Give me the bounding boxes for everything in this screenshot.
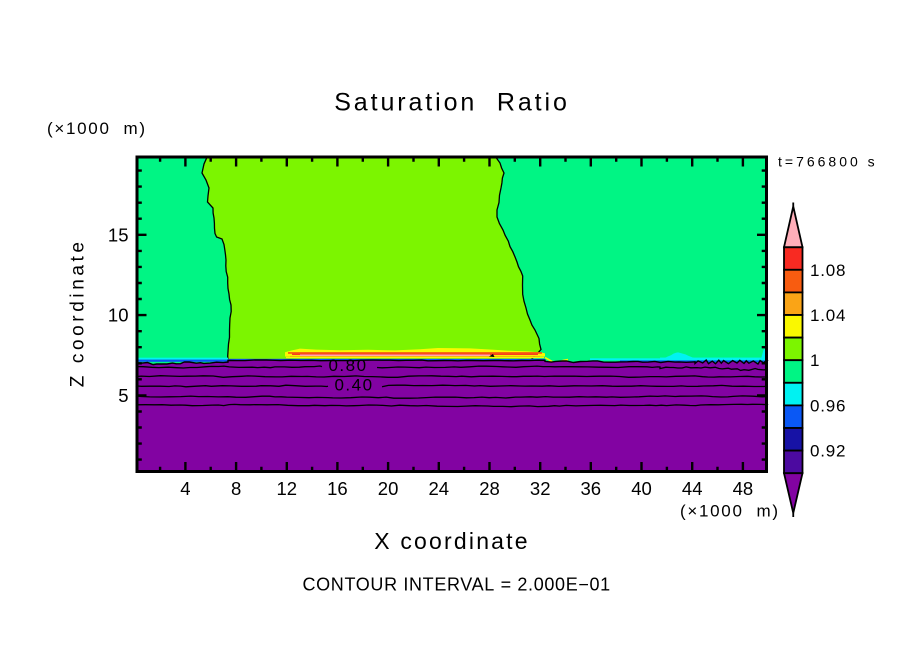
svg-text:Z coordinate: Z coordinate xyxy=(68,238,89,387)
svg-text:10: 10 xyxy=(108,305,129,326)
svg-text:12: 12 xyxy=(277,478,298,499)
svg-text:8: 8 xyxy=(231,478,241,499)
svg-text:16: 16 xyxy=(327,478,348,499)
svg-text:X coordinate: X coordinate xyxy=(374,528,530,554)
svg-text:24: 24 xyxy=(429,478,450,499)
svg-text:28: 28 xyxy=(479,478,500,499)
svg-text:40: 40 xyxy=(631,478,652,499)
svg-text:t=766800 s: t=766800 s xyxy=(778,154,878,170)
svg-text:1.04: 1.04 xyxy=(810,306,846,325)
svg-text:48: 48 xyxy=(733,478,754,499)
svg-text:32: 32 xyxy=(530,478,551,499)
svg-text:36: 36 xyxy=(581,478,602,499)
svg-text:0.40: 0.40 xyxy=(334,375,373,394)
svg-text:0.96: 0.96 xyxy=(810,396,846,415)
svg-text:15: 15 xyxy=(108,224,129,245)
svg-text:20: 20 xyxy=(378,478,399,499)
svg-text:44: 44 xyxy=(682,478,703,499)
svg-text:1.08: 1.08 xyxy=(810,261,846,280)
svg-text:1: 1 xyxy=(810,351,820,370)
svg-text:Saturation Ratio: Saturation Ratio xyxy=(334,89,570,117)
svg-text:CONTOUR INTERVAL = 2.000E−01: CONTOUR INTERVAL = 2.000E−01 xyxy=(303,575,611,595)
svg-text:4: 4 xyxy=(180,478,190,499)
svg-text:5: 5 xyxy=(118,385,128,406)
svg-text:0.80: 0.80 xyxy=(328,356,367,375)
svg-text:0.92: 0.92 xyxy=(810,442,846,461)
svg-text:(×1000 m): (×1000 m) xyxy=(680,502,780,521)
svg-text:(×1000 m): (×1000 m) xyxy=(47,119,147,138)
